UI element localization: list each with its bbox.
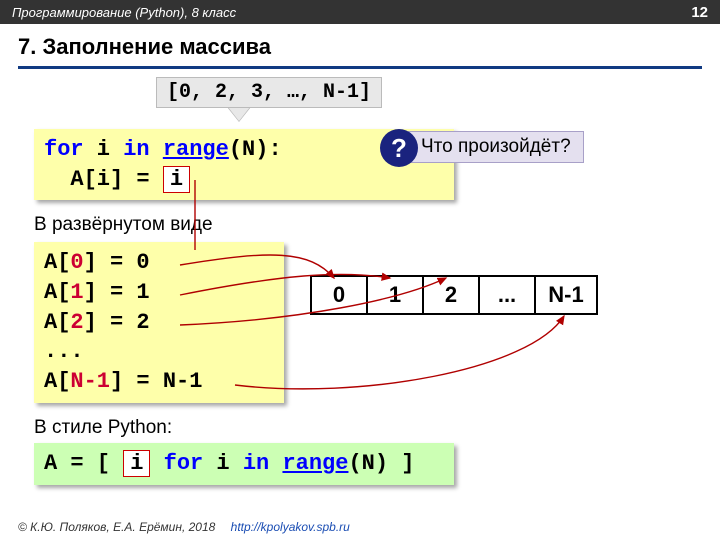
kw-in: in (123, 137, 149, 162)
exp-line-4: ... (44, 337, 274, 367)
kw-for: for (44, 137, 84, 162)
kw-range: range (163, 137, 229, 162)
table-cell: ... (478, 275, 534, 315)
expanded-label: В развёрнутом виде (34, 214, 686, 236)
kw-for-2: for (164, 451, 204, 476)
footer-copyright: © К.Ю. Поляков, Е.А. Ерёмин, 2018 (18, 520, 215, 534)
exp-line-2: A[1] = 1 (44, 278, 274, 308)
page-number: 12 (691, 4, 708, 21)
table-cell: N-1 (534, 275, 598, 315)
table-cell: 1 (366, 275, 422, 315)
i-chip-2: i (123, 450, 150, 477)
page-title: 7. Заполнение массива (18, 34, 702, 60)
callout-tail (228, 107, 250, 121)
code-block-comprehension: A = [ i for i in range(N) ] (34, 443, 454, 485)
kw-range-2: range (282, 451, 348, 476)
code-line-2: A[i] = i (44, 165, 444, 195)
table-cell: 0 (310, 275, 366, 315)
exp-line-5: A[N-1] = N-1 (44, 367, 274, 397)
code-block-expanded: A[0] = 0 A[1] = 1 A[2] = 2 ... A[N-1] = … (34, 242, 284, 402)
array-table: 0 1 2 ... N-1 (310, 275, 598, 315)
question-callout: Что произойдёт? (408, 131, 584, 163)
kw-in-2: in (243, 451, 269, 476)
question-icon: ? (380, 129, 418, 167)
exp-line-3: A[2] = 2 (44, 308, 274, 338)
slide-header: Программирование (Python), 8 класс 12 (0, 0, 720, 24)
table-cell: 2 (422, 275, 478, 315)
slide-footer: © К.Ю. Поляков, Е.А. Ерёмин, 2018 http:/… (18, 520, 350, 534)
header-left: Программирование (Python), 8 класс (12, 5, 236, 20)
footer-url: http://kpolyakov.spb.ru (231, 520, 350, 534)
exp-line-1: A[0] = 0 (44, 248, 274, 278)
title-row: 7. Заполнение массива (0, 24, 720, 64)
range-callout: [0, 2, 3, …, N-1] (156, 77, 382, 108)
python-style-label: В стиле Python: (34, 417, 686, 439)
i-chip-1: i (163, 166, 190, 193)
